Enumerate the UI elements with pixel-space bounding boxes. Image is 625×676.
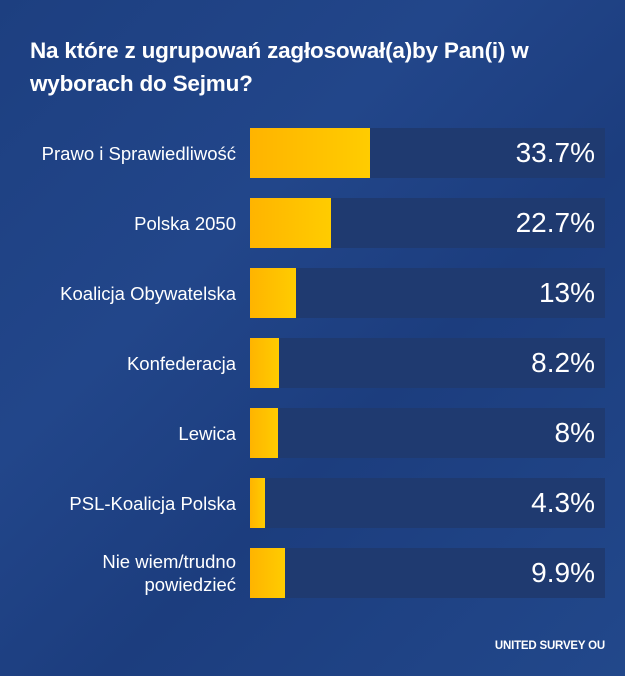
bar-fill <box>250 338 280 388</box>
bar-label: Lewica <box>178 422 236 444</box>
bar-track: 8% <box>250 408 605 458</box>
bar-fill <box>250 128 370 178</box>
bar-track: 22.7% <box>250 198 605 248</box>
bar-fill <box>250 268 297 318</box>
bar-label: Koalicja Obywatelska <box>60 282 236 304</box>
bar-fill <box>250 408 279 458</box>
bar-fill <box>250 198 331 248</box>
bar-label: Polska 2050 <box>134 212 236 234</box>
bar-row: Konfederacja 8.2% <box>0 338 625 388</box>
bar-row: Koalicja Obywatelska 13% <box>0 268 625 318</box>
bar-track: 8.2% <box>250 338 605 388</box>
chart-title: Na które z ugrupowań zagłosował(a)by Pan… <box>30 38 529 96</box>
bar-value: 22.7% <box>515 207 595 238</box>
bar-track: 4.3% <box>250 478 605 528</box>
bar-label: Prawo i Sprawiedliwość <box>41 142 236 164</box>
bar-row: Lewica 8% <box>0 408 625 458</box>
bar-row: Prawo i Sprawiedliwość 33.7% <box>0 128 625 178</box>
bar-fill <box>250 548 286 598</box>
bar-row: Polska 2050 22.7% <box>0 198 625 248</box>
bar-value: 8% <box>554 417 595 448</box>
bar-track: 13% <box>250 268 605 318</box>
bar-value: 33.7% <box>515 137 595 168</box>
bar-row: PSL-Koalicja Polska 4.3% <box>0 478 625 528</box>
bar-value: 8.2% <box>531 347 595 378</box>
bar-value: 13% <box>538 277 595 308</box>
bar-fill <box>250 478 266 528</box>
bar-value: 4.3% <box>531 487 595 518</box>
bar-label: PSL-Koalicja Polska <box>69 492 236 514</box>
source-credit: UNITED SURVEY OU <box>494 640 605 652</box>
bar-row: Nie wiem/trudno powiedzieć 9.9% <box>0 548 625 598</box>
bar-track: 9.9% <box>250 548 605 598</box>
bar-label: Nie wiem/trudno powiedzieć <box>102 551 236 595</box>
bar-track: 33.7% <box>250 128 605 178</box>
bar-value: 9.9% <box>531 557 595 588</box>
bar-label: Konfederacja <box>126 352 236 374</box>
